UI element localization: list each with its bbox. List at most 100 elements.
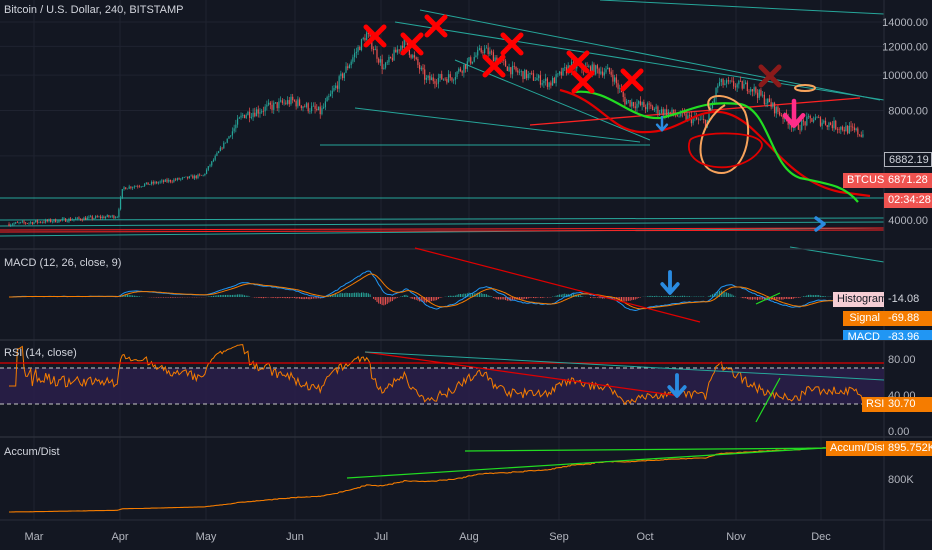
candle [262, 111, 265, 112]
candle [531, 72, 533, 74]
macd-title: MACD (12, 26, close, 9) [4, 257, 122, 269]
accum-dist-title: Accum/Dist [4, 446, 60, 458]
x-mark-icon [400, 32, 424, 56]
trend-line[interactable] [599, 0, 885, 15]
candle [274, 102, 277, 103]
candle [680, 111, 682, 117]
price-pane[interactable] [0, 0, 885, 263]
candle [736, 84, 738, 88]
candle [390, 57, 392, 58]
candle [751, 89, 754, 92]
candle [731, 80, 733, 82]
candle [367, 32, 369, 34]
trend-line[interactable] [364, 351, 885, 381]
trend-line[interactable] [464, 447, 841, 452]
x-mark-icon [363, 24, 387, 48]
candle [847, 125, 849, 134]
candle [491, 51, 493, 53]
candle [36, 220, 38, 223]
candle [223, 142, 225, 149]
trend-line[interactable] [394, 21, 885, 101]
candle [121, 189, 123, 198]
candle [823, 120, 825, 123]
rsi-pane[interactable] [0, 344, 885, 423]
candle [564, 67, 566, 68]
trend-line[interactable] [414, 247, 701, 323]
candle [11, 224, 13, 226]
candle [760, 89, 762, 96]
candle [324, 101, 326, 108]
candle [338, 76, 340, 89]
candle [741, 81, 743, 89]
candle [85, 217, 87, 220]
candle [286, 100, 289, 104]
candle [173, 179, 175, 182]
price-axis[interactable]: 14000.00 12000.00 10000.00 8000.00 4000.00 80… [882, 17, 928, 486]
candle [636, 103, 638, 109]
time-axis[interactable]: Mar Apr May Jun Jul Aug Sep Oct Nov Dec [25, 531, 832, 543]
candle [835, 120, 837, 130]
candle [266, 104, 268, 107]
countdown-tag: 02:34:28 [884, 193, 932, 208]
candle [779, 111, 781, 116]
candle [53, 219, 55, 222]
candle [267, 102, 270, 105]
candle [230, 135, 232, 137]
trend-line[interactable] [0, 221, 885, 227]
candle [733, 81, 735, 87]
macd-histogram-value: -14.08 [884, 292, 932, 307]
hand-drawn-curve [688, 132, 763, 169]
candle [518, 71, 521, 73]
candle [555, 74, 557, 84]
trend-line[interactable] [529, 97, 861, 126]
candle [366, 32, 368, 41]
accum-dist-value: 895.752K [884, 441, 932, 456]
candle [307, 103, 309, 112]
trend-line[interactable] [0, 227, 885, 231]
candle [331, 90, 333, 94]
candle [86, 217, 88, 220]
candle [259, 112, 261, 114]
candle [843, 129, 845, 132]
candle [147, 182, 149, 185]
trend-line[interactable] [0, 217, 885, 221]
candle [468, 57, 470, 62]
trend-line[interactable] [346, 446, 841, 479]
candle [799, 129, 801, 131]
accum-dist-pane[interactable] [9, 445, 863, 513]
candle [245, 115, 247, 119]
trend-line[interactable] [364, 351, 681, 397]
candle [644, 107, 647, 110]
candle [813, 120, 815, 122]
trend-line[interactable] [0, 229, 885, 233]
candle [612, 74, 614, 82]
candle [80, 218, 82, 220]
candle [662, 109, 664, 116]
candle [285, 102, 287, 104]
candle [221, 147, 223, 149]
candle [99, 216, 102, 219]
candle [461, 71, 463, 73]
candle [430, 77, 433, 81]
candle [290, 96, 292, 105]
trend-line[interactable] [354, 107, 641, 143]
candle [775, 106, 777, 114]
candle [329, 93, 332, 97]
candle [211, 161, 213, 166]
candle [126, 188, 129, 190]
candle [534, 80, 536, 81]
candle [138, 186, 141, 188]
candle [517, 70, 519, 73]
macd-pane[interactable] [9, 247, 864, 323]
candle [68, 218, 70, 222]
trend-line[interactable] [755, 292, 781, 305]
trend-line[interactable] [755, 377, 781, 423]
trend-line[interactable] [0, 227, 885, 237]
candle [15, 222, 17, 224]
candle [25, 222, 27, 224]
candle [283, 102, 285, 104]
candle [841, 126, 844, 130]
candle [857, 128, 859, 135]
candle [410, 55, 412, 58]
